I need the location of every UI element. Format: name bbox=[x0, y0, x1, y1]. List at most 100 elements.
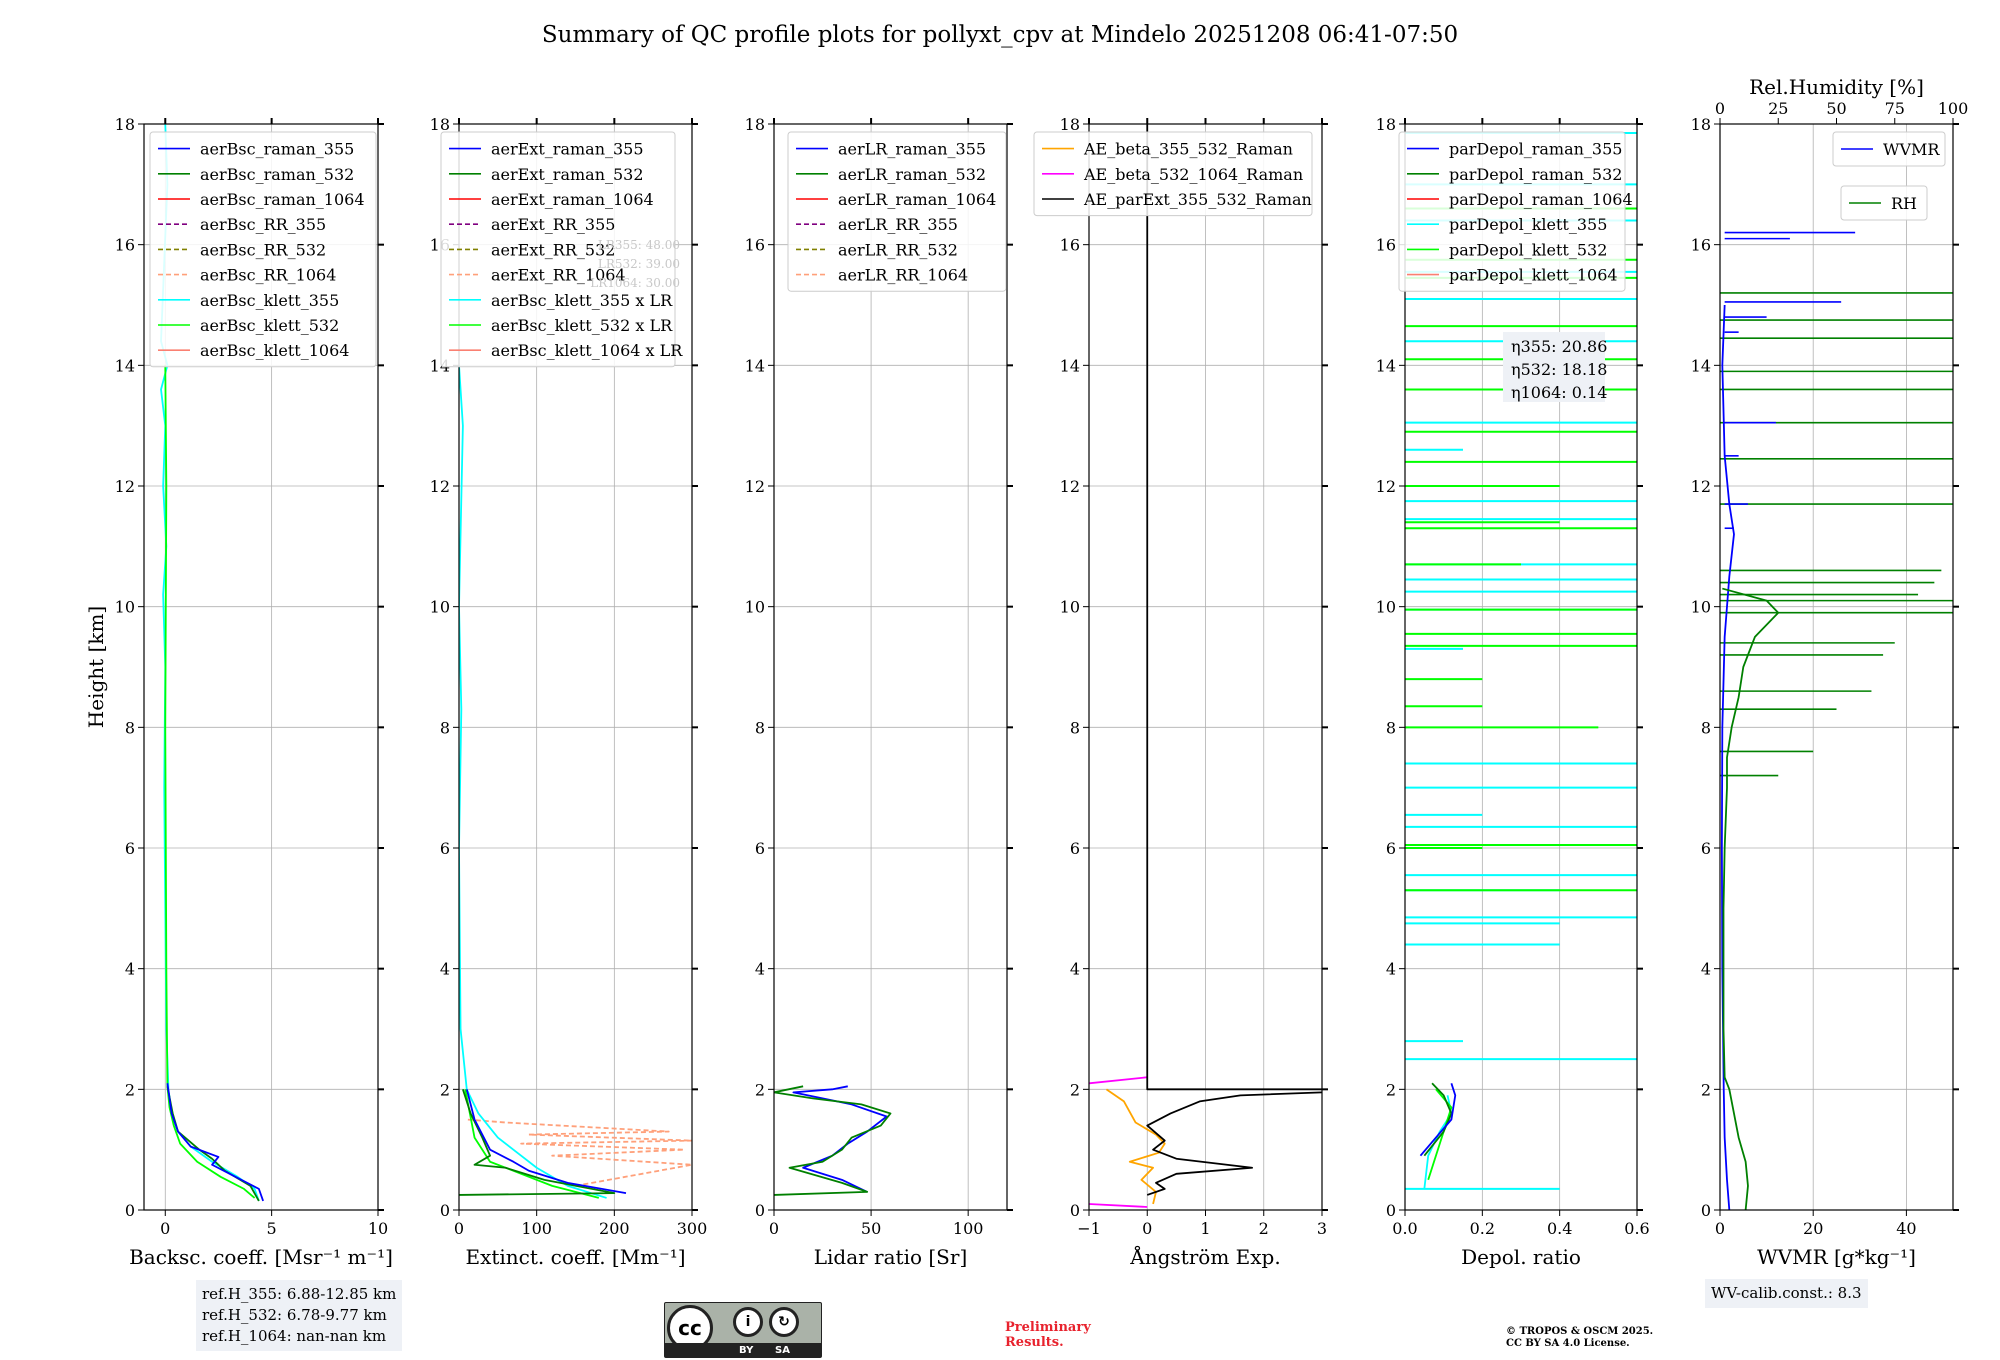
x-tick-label: 5 bbox=[267, 1219, 277, 1238]
preliminary-line-2: Results. bbox=[1005, 1335, 1064, 1350]
legend-box bbox=[1033, 131, 1313, 217]
legend-label: aerBsc_RR_532 bbox=[200, 240, 326, 259]
x-tick-label: −1 bbox=[1077, 1219, 1101, 1238]
y-tick-label: 4 bbox=[1386, 960, 1396, 979]
y-tick-label: 10 bbox=[745, 598, 765, 617]
y-tick-label: 16 bbox=[115, 236, 135, 255]
legend-label: parDepol_klett_532 bbox=[1449, 240, 1607, 259]
x-tick-label: 0 bbox=[454, 1219, 464, 1238]
y-tick-label: 8 bbox=[1070, 718, 1080, 737]
x-tick-label: 0 bbox=[1715, 1219, 1725, 1238]
eta-value: η355: 20.86 bbox=[1511, 337, 1607, 356]
legend-label: parDepol_raman_355 bbox=[1449, 140, 1622, 159]
legend-label: RH bbox=[1891, 194, 1917, 213]
legend-box bbox=[149, 131, 377, 368]
x-tick-label: 20 bbox=[1803, 1219, 1823, 1238]
legend-label: aerExt_raman_355 bbox=[491, 140, 644, 159]
y-tick-label: 0 bbox=[1386, 1201, 1396, 1220]
legend-label: aerBsc_raman_1064 bbox=[200, 190, 365, 209]
x-tick-label: 0.6 bbox=[1624, 1219, 1649, 1238]
legend-box bbox=[1840, 185, 1928, 221]
rh-tick-label: 0 bbox=[1715, 99, 1725, 118]
y-tick-label: 8 bbox=[125, 718, 135, 737]
legend-label: aerExt_RR_1064 bbox=[491, 266, 626, 285]
y-tick-label: 2 bbox=[125, 1080, 135, 1099]
rh-tick-label: 50 bbox=[1826, 99, 1846, 118]
y-tick-label: 18 bbox=[430, 115, 450, 134]
legend-wv: WVMR bbox=[1832, 131, 1946, 167]
legend-label: aerLR_raman_532 bbox=[838, 165, 986, 184]
x-axis-label-ae: Ångström Exp. bbox=[1129, 1244, 1280, 1269]
legend-ae: AE_beta_355_532_Raman AE_beta_532_1064_Ra… bbox=[1033, 131, 1313, 217]
axes-frame bbox=[143, 123, 379, 1211]
y-tick-label: 12 bbox=[430, 477, 450, 496]
legend-box bbox=[440, 131, 676, 368]
y-tick-label: 16 bbox=[745, 236, 765, 255]
lr-annotation: LR1064: 30.00 bbox=[590, 276, 680, 290]
y-tick-label: 16 bbox=[1376, 236, 1396, 255]
y-tick-label: 2 bbox=[1701, 1080, 1711, 1099]
legend-label: aerBsc_raman_532 bbox=[200, 165, 354, 184]
preliminary-line-1: Preliminary bbox=[1005, 1320, 1091, 1335]
x-tick-label: 200 bbox=[599, 1219, 630, 1238]
series-aerExt_raman_355 bbox=[465, 1089, 627, 1194]
y-tick-label: 2 bbox=[755, 1080, 765, 1099]
x-tick-label: 0 bbox=[769, 1219, 779, 1238]
rh-tick-label: 25 bbox=[1768, 99, 1788, 118]
y-tick-label: 6 bbox=[1386, 839, 1396, 858]
x-tick-label: 0.2 bbox=[1470, 1219, 1495, 1238]
axes-frame bbox=[1404, 123, 1638, 1211]
x-tick-label: 100 bbox=[521, 1219, 552, 1238]
plot-area-lr bbox=[774, 1085, 892, 1196]
legend-label: aerLR_RR_532 bbox=[838, 240, 958, 259]
legend-label: parDepol_raman_532 bbox=[1449, 165, 1622, 184]
y-tick-label: 8 bbox=[755, 718, 765, 737]
sa-label: SA bbox=[775, 1345, 790, 1356]
reference-height-box: ref.H_355: 6.88-12.85 km ref.H_532: 6.78… bbox=[196, 1280, 403, 1351]
x-tick-label: 100 bbox=[953, 1219, 984, 1238]
x-tick-label: 3 bbox=[1317, 1219, 1327, 1238]
x-tick-label: 0.0 bbox=[1392, 1219, 1417, 1238]
y-tick-label: 18 bbox=[1376, 115, 1396, 134]
series-parDepol_raman_355 bbox=[1419, 1083, 1457, 1157]
y-tick-label: 2 bbox=[1386, 1080, 1396, 1099]
legend-label: aerLR_RR_1064 bbox=[838, 266, 968, 285]
x-tick-label: 50 bbox=[861, 1219, 881, 1238]
y-tick-label: 10 bbox=[430, 598, 450, 617]
legend-label: aerLR_raman_355 bbox=[838, 140, 986, 159]
y-tick-label: 0 bbox=[1701, 1201, 1711, 1220]
series-parDepol_klett_532 bbox=[1427, 1088, 1453, 1181]
legend-label: aerBsc_klett_355 bbox=[200, 291, 339, 310]
y-tick-label: 6 bbox=[1070, 839, 1080, 858]
series-WVMR bbox=[1720, 304, 1735, 1210]
x-tick-label: 1 bbox=[1200, 1219, 1210, 1238]
share-alike-icon: ↻ bbox=[769, 1307, 799, 1337]
x-tick-label: 0 bbox=[1142, 1219, 1152, 1238]
legend-box bbox=[787, 131, 1007, 292]
axes-frame bbox=[458, 123, 693, 1211]
legend-label: parDepol_klett_1064 bbox=[1449, 266, 1618, 285]
copyright-line-1: © TROPOS & OSCM 2025. bbox=[1506, 1326, 1654, 1337]
rh-tick-label: 100 bbox=[1938, 99, 1969, 118]
legend-label: aerExt_raman_1064 bbox=[491, 190, 654, 209]
legend-depol: parDepol_raman_355 parDepol_raman_532 parD… bbox=[1398, 131, 1633, 292]
legend-label: aerExt_RR_532 bbox=[491, 240, 615, 259]
y-tick-label: 14 bbox=[1376, 356, 1396, 375]
plot-area-ae bbox=[1089, 124, 1322, 1208]
y-tick-label: 6 bbox=[755, 839, 765, 858]
legend-label: WVMR bbox=[1883, 140, 1940, 159]
axes-frame bbox=[1719, 123, 1954, 1211]
series-RH bbox=[1722, 587, 1780, 1210]
panel-bsc: 0 2 4 6 8 10 12 14 16 18 0 5 10 Backsc. coeff. [Msr⁻¹… bbox=[115, 115, 393, 1269]
y-tick-label: 14 bbox=[1060, 356, 1080, 375]
y-tick-label: 14 bbox=[745, 356, 765, 375]
attribution-icon: i bbox=[733, 1307, 763, 1337]
y-tick-label: 14 bbox=[115, 356, 135, 375]
y-tick-label: 8 bbox=[440, 718, 450, 737]
series-AE_beta_532_1064_Raman bbox=[1089, 1076, 1148, 1085]
legend-label: AE_beta_532_1064_Raman bbox=[1083, 165, 1303, 184]
series-aerLR_raman_532 bbox=[774, 1085, 892, 1196]
